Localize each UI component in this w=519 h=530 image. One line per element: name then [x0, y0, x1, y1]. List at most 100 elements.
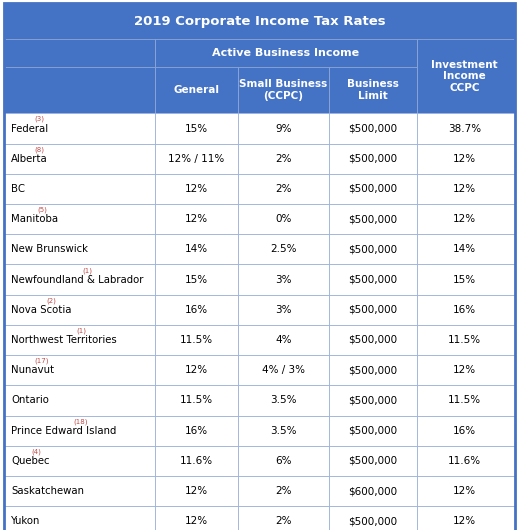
Text: $500,000: $500,000 [349, 365, 398, 375]
Text: 11.5%: 11.5% [180, 335, 213, 345]
Text: 12% / 11%: 12% / 11% [168, 154, 224, 164]
Text: Newfoundland & Labrador: Newfoundland & Labrador [11, 275, 143, 285]
Bar [238, 144, 329, 174]
Text: 12%: 12% [453, 365, 476, 375]
Text: 11.6%: 11.6% [448, 456, 481, 466]
Text: 12%: 12% [453, 154, 476, 164]
Bar [417, 446, 515, 476]
Text: $500,000: $500,000 [349, 305, 398, 315]
Text: (1): (1) [76, 328, 86, 334]
Text: 12%: 12% [185, 486, 208, 496]
Text: $500,000: $500,000 [349, 516, 398, 526]
Bar [4, 67, 515, 113]
Text: 12%: 12% [185, 516, 208, 526]
Bar [329, 234, 417, 264]
Text: $500,000: $500,000 [349, 426, 398, 436]
Text: 11.5%: 11.5% [448, 335, 481, 345]
Text: $500,000: $500,000 [349, 184, 398, 194]
Text: Nunavut: Nunavut [11, 365, 54, 375]
Text: New Brunswick: New Brunswick [11, 244, 88, 254]
Bar [417, 295, 515, 325]
Bar [4, 264, 155, 295]
Text: 12%: 12% [453, 214, 476, 224]
Text: Prince Edward Island: Prince Edward Island [11, 426, 116, 436]
Text: 6%: 6% [275, 456, 292, 466]
Bar [417, 113, 515, 144]
Bar [155, 264, 238, 295]
Text: 2019 Corporate Income Tax Rates: 2019 Corporate Income Tax Rates [134, 15, 385, 28]
Bar [155, 113, 238, 144]
Text: $500,000: $500,000 [349, 456, 398, 466]
Bar [155, 67, 238, 113]
Bar [238, 446, 329, 476]
Bar [329, 476, 417, 506]
Text: $500,000: $500,000 [349, 123, 398, 134]
Text: Northwest Territories: Northwest Territories [11, 335, 117, 345]
Bar [4, 295, 155, 325]
Bar [155, 385, 238, 416]
Text: (8): (8) [34, 146, 44, 153]
Text: Ontario: Ontario [11, 395, 49, 405]
Bar [329, 264, 417, 295]
Text: 12%: 12% [453, 184, 476, 194]
Bar [238, 174, 329, 204]
Bar [238, 204, 329, 234]
Bar [417, 385, 515, 416]
Text: Small Business
(CCPC): Small Business (CCPC) [239, 80, 327, 101]
Bar [329, 204, 417, 234]
Text: $500,000: $500,000 [349, 275, 398, 285]
Bar [155, 39, 417, 67]
Bar [155, 234, 238, 264]
Bar [417, 234, 515, 264]
Bar [417, 325, 515, 355]
Text: 16%: 16% [185, 426, 208, 436]
Bar [155, 204, 238, 234]
Bar [155, 416, 238, 446]
Bar [4, 325, 155, 355]
Text: 3.5%: 3.5% [270, 395, 297, 405]
Text: 12%: 12% [185, 365, 208, 375]
Bar [4, 144, 155, 174]
Text: 4%: 4% [275, 335, 292, 345]
Bar [417, 476, 515, 506]
Bar [329, 506, 417, 530]
Bar [238, 264, 329, 295]
Text: Yukon: Yukon [11, 516, 40, 526]
Text: 2%: 2% [275, 516, 292, 526]
Bar [417, 144, 515, 174]
Text: 11.5%: 11.5% [180, 395, 213, 405]
Text: (4): (4) [31, 448, 41, 455]
Text: 2%: 2% [275, 154, 292, 164]
Bar [155, 446, 238, 476]
Text: 9%: 9% [275, 123, 292, 134]
Bar [4, 39, 515, 67]
Bar [155, 144, 238, 174]
Bar [417, 204, 515, 234]
Bar [329, 295, 417, 325]
Bar [4, 476, 155, 506]
Bar [4, 355, 155, 385]
Text: 12%: 12% [453, 486, 476, 496]
Bar [155, 506, 238, 530]
Text: BC: BC [11, 184, 25, 194]
Text: (1): (1) [82, 267, 92, 273]
Bar [238, 416, 329, 446]
Text: 14%: 14% [185, 244, 208, 254]
Bar [329, 325, 417, 355]
Bar [329, 446, 417, 476]
Bar [238, 113, 329, 144]
Text: 12%: 12% [185, 184, 208, 194]
Bar [155, 355, 238, 385]
Text: (5): (5) [37, 207, 47, 213]
Text: (18): (18) [73, 418, 88, 425]
Bar [238, 385, 329, 416]
Text: $500,000: $500,000 [349, 395, 398, 405]
Bar [329, 113, 417, 144]
Bar [329, 144, 417, 174]
Text: 3%: 3% [275, 275, 292, 285]
Bar [417, 355, 515, 385]
Bar [155, 295, 238, 325]
Text: Quebec: Quebec [11, 456, 49, 466]
Text: Business
Limit: Business Limit [347, 80, 399, 101]
Text: 16%: 16% [453, 305, 476, 315]
